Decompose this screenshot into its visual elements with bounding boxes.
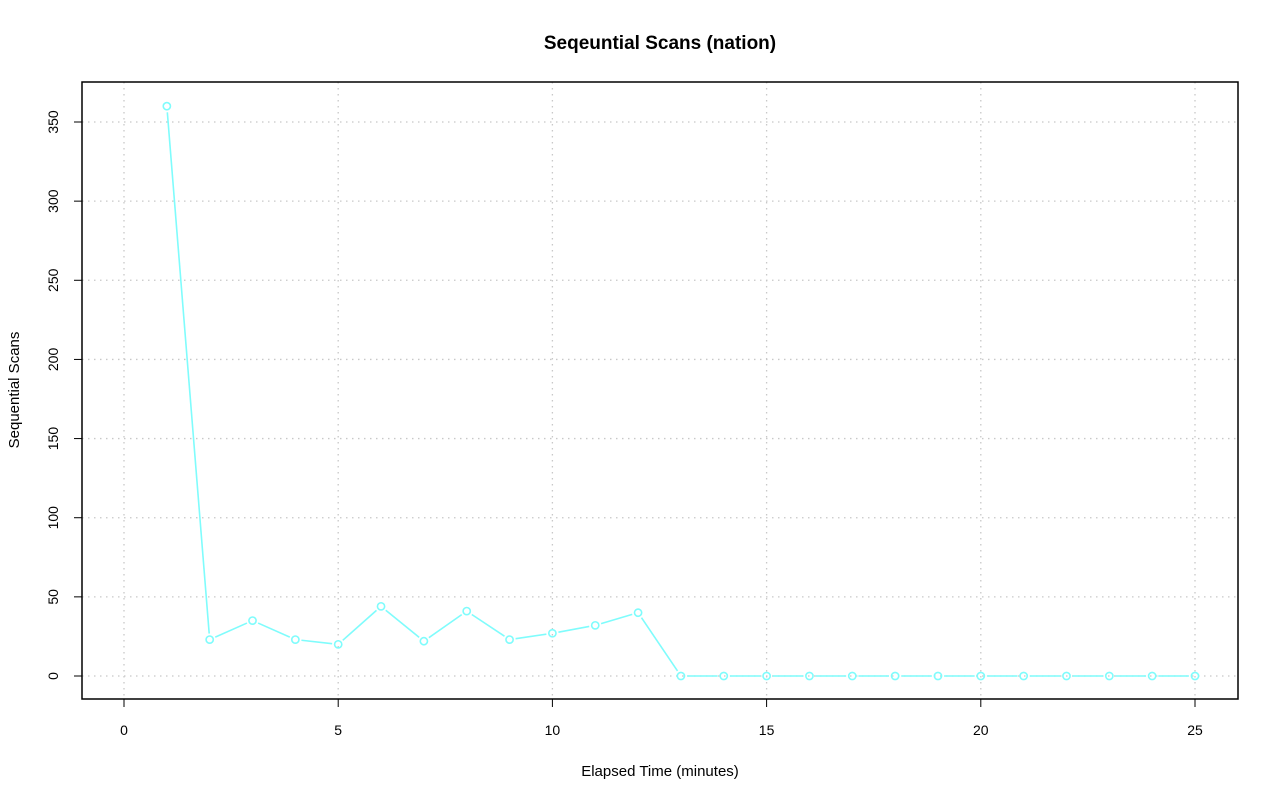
data-point — [205, 635, 215, 644]
series-line-segment — [257, 622, 291, 638]
data-point — [505, 635, 514, 644]
data-point — [590, 620, 600, 630]
data-point — [376, 601, 386, 611]
x-tick-label: 5 — [334, 722, 342, 738]
x-tick-label: 20 — [973, 722, 989, 738]
data-point — [976, 671, 986, 681]
data-point — [462, 606, 472, 616]
grid — [82, 82, 1238, 699]
data-point — [847, 671, 857, 681]
y-tick-label: 250 — [45, 268, 61, 292]
series-line-segment — [558, 625, 590, 633]
series-line-segment — [428, 613, 463, 639]
data-point — [1190, 671, 1200, 681]
x-tick-label: 0 — [120, 722, 128, 738]
series-line-segment — [515, 633, 547, 640]
series-line-segment — [166, 112, 210, 634]
y-tick-label: 300 — [45, 189, 61, 213]
x-tick-label: 15 — [759, 722, 775, 738]
y-axis-label: Sequential Scans — [6, 332, 23, 449]
data-point — [1019, 671, 1029, 681]
y-axis: 0 50 100 150 200 250 300 350 — [45, 110, 82, 680]
data-point — [1062, 671, 1071, 681]
data-point — [933, 671, 943, 681]
series-line-segment — [471, 613, 505, 637]
data-point — [719, 671, 729, 681]
data-point — [762, 671, 771, 681]
data-point — [548, 628, 557, 638]
x-axis-label: Elapsed Time (minutes) — [581, 763, 739, 780]
y-tick-label: 350 — [45, 110, 61, 134]
series-line-segment — [214, 622, 248, 638]
y-tick-label: 200 — [45, 348, 61, 372]
data-point — [248, 616, 257, 625]
y-tick-label: 0 — [45, 672, 61, 680]
data-point — [1104, 671, 1114, 681]
series-line-segment — [385, 609, 420, 638]
data-point — [890, 671, 900, 681]
series-line-segment — [640, 617, 679, 672]
data-point — [805, 671, 814, 681]
data-point — [419, 636, 429, 646]
series-line-segment — [600, 613, 633, 625]
data-point — [676, 671, 686, 681]
data-point — [290, 635, 300, 644]
data-point — [333, 639, 343, 649]
x-tick-label: 25 — [1187, 722, 1203, 738]
y-tick-label: 50 — [45, 589, 61, 605]
y-tick-label: 100 — [45, 506, 61, 530]
data-point — [162, 101, 172, 111]
series — [162, 101, 1200, 681]
series-line-segment — [301, 639, 333, 645]
x-axis: 0 5 10 15 20 25 — [120, 699, 1203, 738]
data-point — [1147, 671, 1157, 681]
y-tick-label: 150 — [45, 427, 61, 451]
series-line-segment — [342, 609, 378, 641]
chart-title: Seqeuntial Scans (nation) — [544, 33, 776, 54]
plot-frame — [81, 81, 1239, 700]
data-point — [633, 608, 643, 618]
x-tick-label: 10 — [545, 722, 561, 738]
